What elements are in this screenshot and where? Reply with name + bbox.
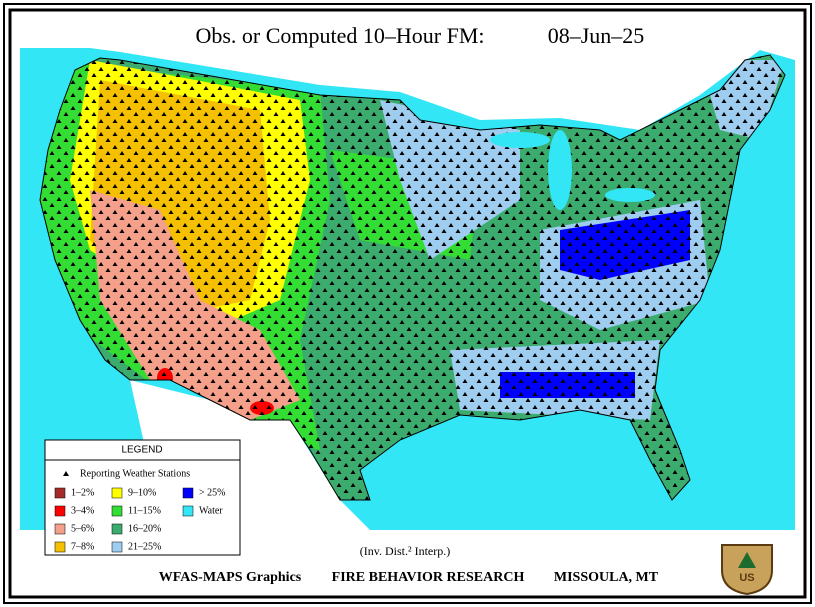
badge-tree: [738, 552, 756, 568]
legend-swatch: [54, 541, 66, 553]
legend-stations: Reporting Weather Stations: [80, 468, 190, 479]
badge-shield: [721, 544, 773, 596]
outer-frame: [3, 3, 812, 604]
canada: [20, 48, 795, 130]
legend-swatch: [54, 487, 66, 499]
interp-note: (Inv. Dist.² Interp.): [360, 544, 450, 558]
legend: LEGEND Reporting Weather Stations 1–2% 3–…: [44, 439, 241, 556]
legend-label: 21–25%: [128, 541, 161, 552]
credit: WFAS-MAPS Graphics: [159, 570, 302, 585]
lake: [605, 188, 655, 202]
lake: [490, 132, 550, 148]
usfs-badge: US: [721, 544, 773, 596]
legend-label: 7–8%: [71, 541, 94, 552]
legend-label: 3–4%: [71, 505, 94, 516]
inner-frame: [8, 8, 807, 599]
station-symbol: [63, 471, 69, 476]
legend-title: LEGEND: [121, 445, 162, 456]
location: MISSOULA, MT: [554, 570, 659, 585]
org: FIRE BEHAVIOR RESEARCH: [332, 570, 525, 585]
lake: [548, 130, 572, 210]
legend-label: 16–20%: [128, 523, 161, 534]
badge-text: US: [739, 572, 754, 584]
legend-swatch: [182, 505, 194, 517]
legend-box: [44, 439, 241, 556]
legend-label: 11–15%: [128, 505, 161, 516]
legend-swatch: [111, 541, 123, 553]
legend-swatch: [54, 505, 66, 517]
date: 08–Jun–25: [548, 23, 645, 48]
legend-label: 5–6%: [71, 523, 94, 534]
legend-swatch: [54, 523, 66, 535]
title: Obs. or Computed 10–Hour FM:: [195, 23, 484, 48]
legend-label: > 25%: [199, 487, 225, 498]
legend-label: 9–10%: [128, 487, 156, 498]
legend-swatch: [111, 487, 123, 499]
legend-label: 1–2%: [71, 487, 94, 498]
fuel-moisture-field: [40, 55, 785, 500]
legend-swatch: [182, 487, 194, 499]
legend-swatch: [111, 505, 123, 517]
legend-swatch: [111, 523, 123, 535]
legend-label: Water: [199, 505, 223, 516]
